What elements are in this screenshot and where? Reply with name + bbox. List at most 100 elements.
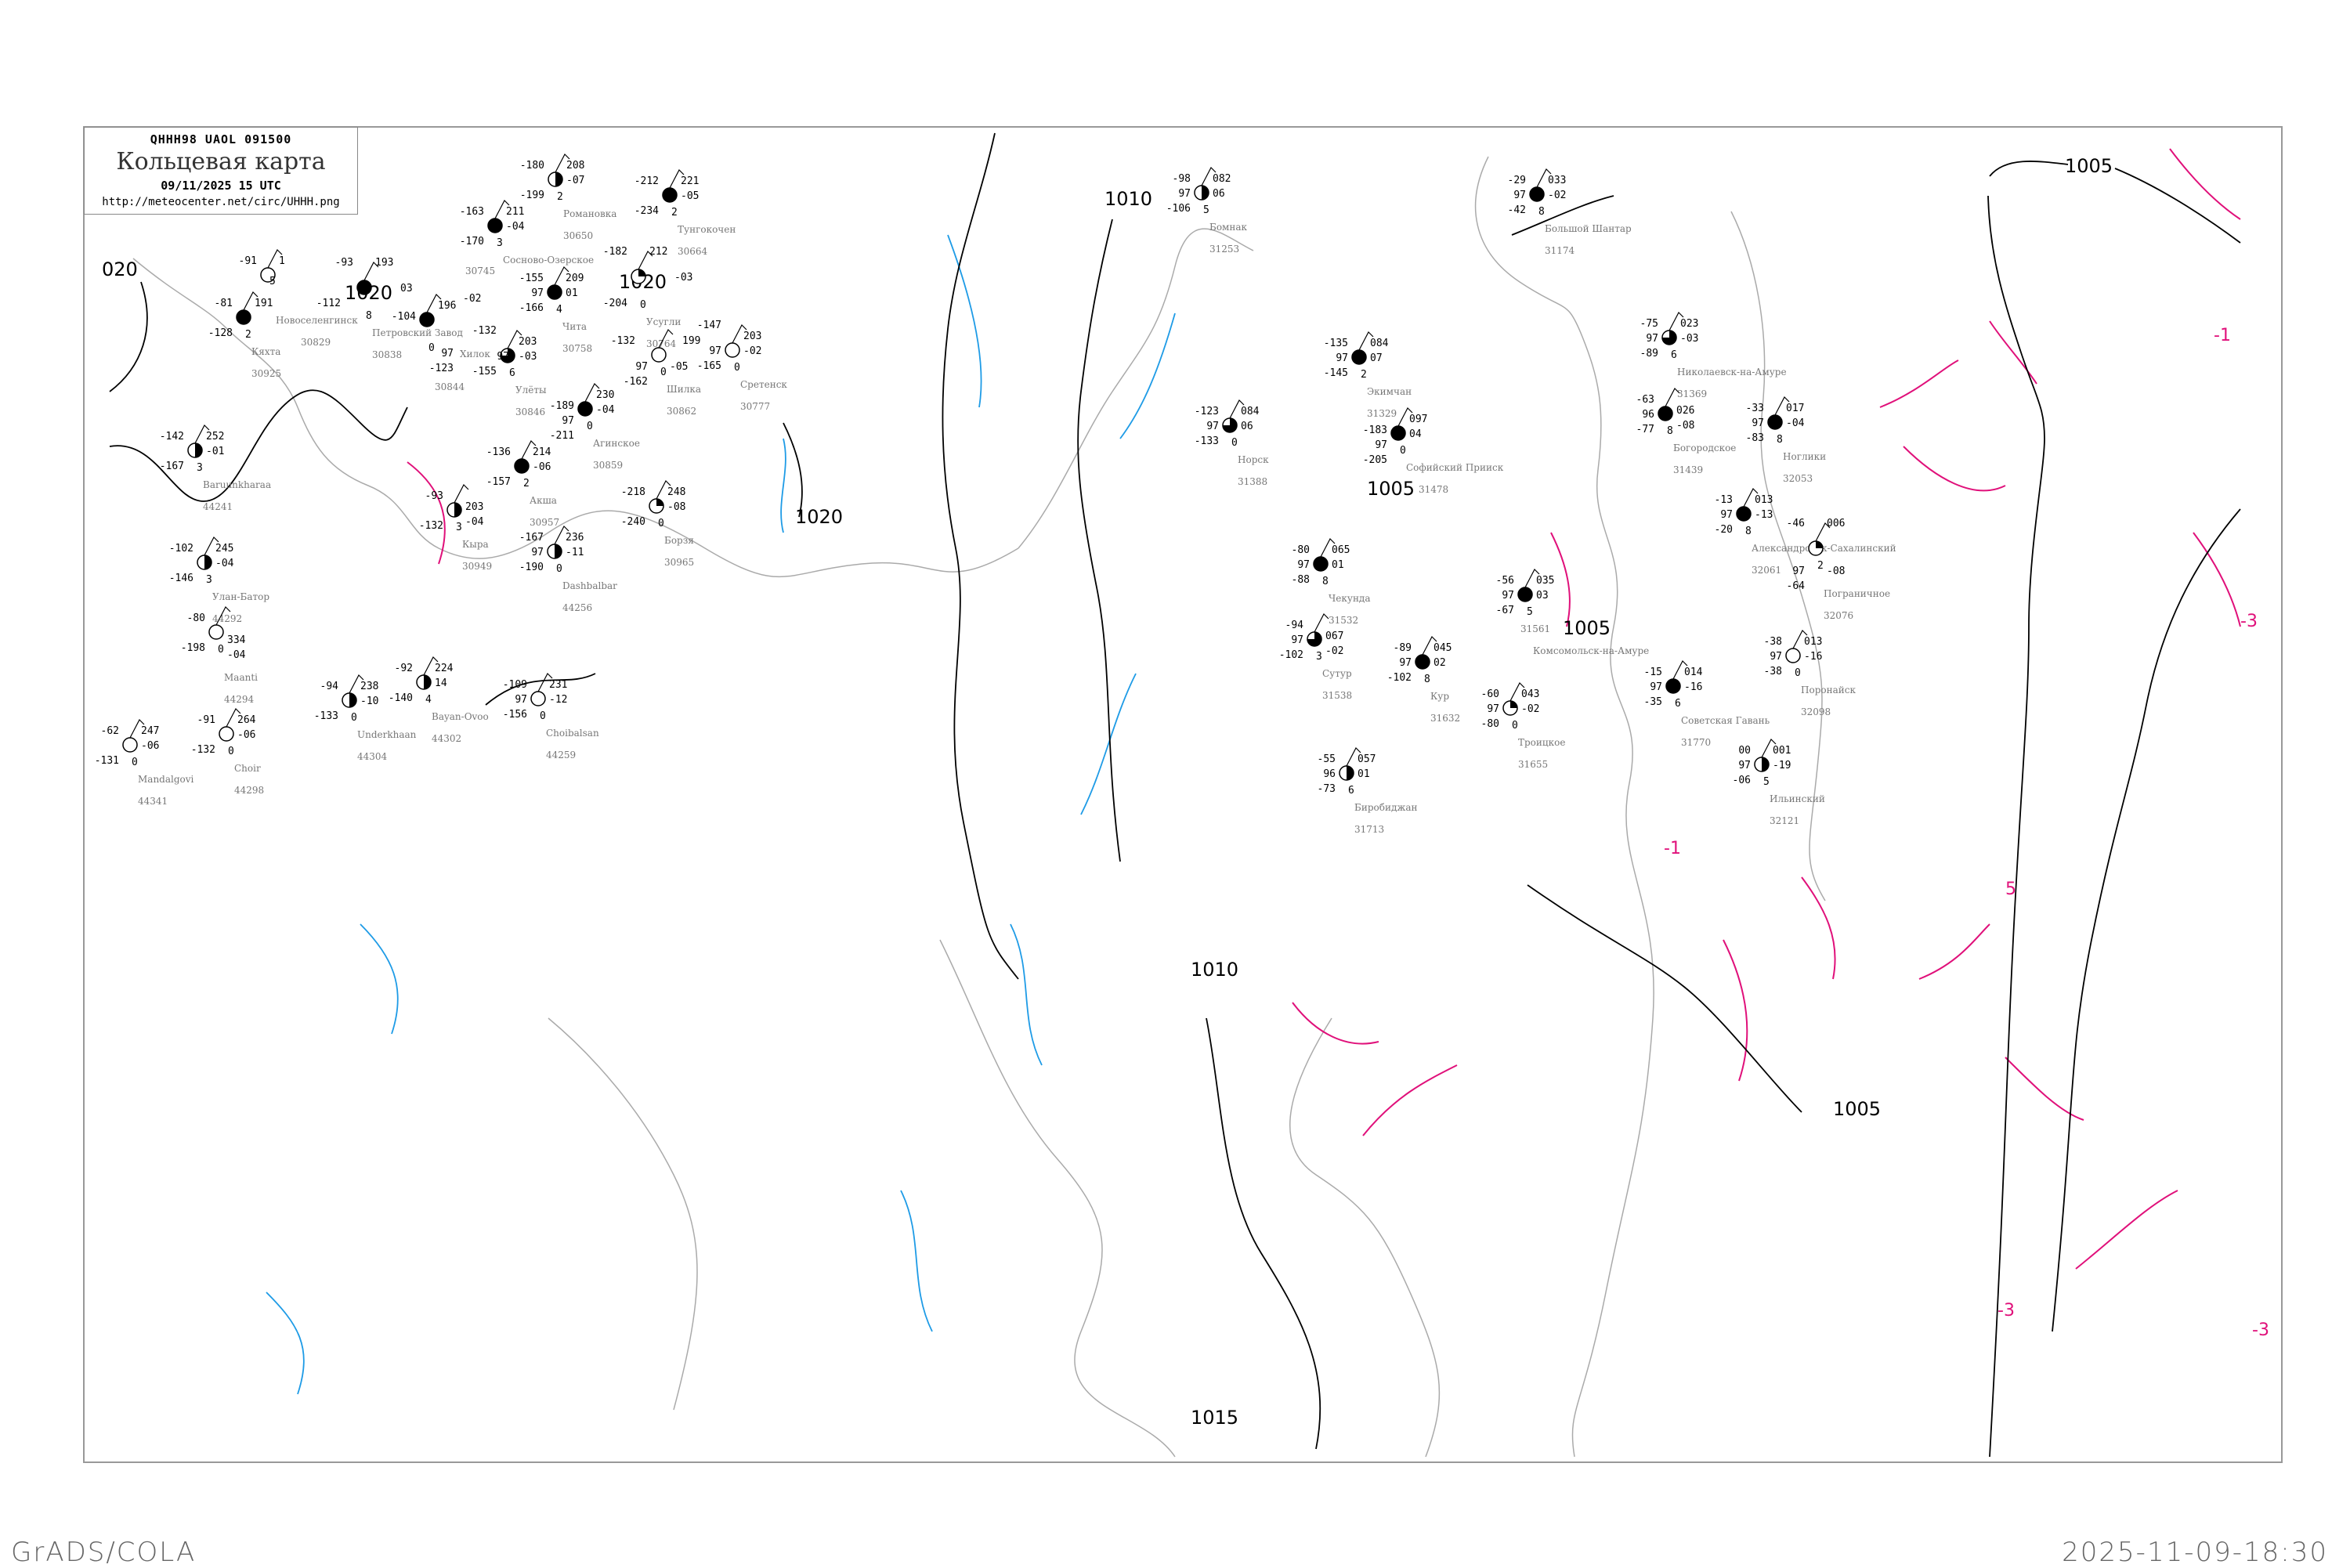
air-temperature: -92 [395,663,413,674]
station-id: 30862 [667,406,696,417]
station-name: Александровск-Сахалинский [1752,543,1896,554]
wind-barb-icon [215,605,231,626]
air-temperature: -212 [634,175,659,187]
isotherm-label: -1 [2214,326,2231,345]
wind-barb-icon [1314,612,1329,633]
pressure-tendency: 01 [566,287,578,299]
pressure: 208 [566,160,584,172]
station-id: 30957 [530,517,559,528]
low-cloud: 6 [509,367,515,379]
visibility: 97 [1375,439,1387,451]
station-id: 44302 [432,733,461,744]
visibility: 96 [1323,768,1336,780]
station-name: Baruunkharaa [203,479,271,490]
cloud-cover-icon [236,309,251,325]
wind-barb-icon [129,718,145,739]
pressure: 245 [215,543,233,555]
station-name: Кыра [462,539,489,550]
isotherms [407,148,2241,1270]
wind-barb-icon [349,674,364,694]
pressure: 334 [227,634,246,646]
wind-barb-icon [638,250,653,270]
pressure-tendency: -03 [519,351,537,363]
station-32076[interactable]: -46 006 97 -08 -64 2 Пограничное 32076 [1787,518,1891,621]
station-name: Тунгокочен [678,224,736,235]
low-cloud: 0 [351,712,357,724]
air-temperature: -55 [1318,753,1336,765]
station-id: 30650 [563,230,593,241]
low-cloud: 2 [1817,560,1824,572]
low-cloud: 3 [1316,651,1322,663]
dew-point: -88 [1292,574,1310,586]
dew-point: -166 [519,302,544,314]
dew-point: -167 [160,461,184,472]
low-cloud: 3 [497,237,503,249]
wind-barb-icon [1346,746,1361,767]
cloud-cover-three-quarter-icon [1223,418,1237,432]
low-cloud: 8 [1777,434,1783,446]
pressure-tendency: -06 [141,740,159,752]
station-30844[interactable]: -104 196 97 -02 -123 0 Хилок 30844 [392,293,491,392]
wind-barb-icon [363,261,379,281]
dew-point: -77 [1636,424,1654,435]
station-31561[interactable]: -56 035 97 03 -67 5 Комсомольск-на-Амуре 31561 [1496,568,1650,656]
low-cloud: 0 [734,362,740,374]
wind-barb-icon [204,536,219,556]
station-name: Пограничное [1824,588,1890,599]
wind-barb-icon [1672,659,1688,680]
cloud-cover-icon [122,737,138,753]
low-cloud: 8 [1538,206,1545,218]
pressure-tendency: 02 [1434,657,1446,669]
station-id: 44256 [562,602,592,613]
pressure-tendency: -19 [1773,760,1791,771]
station-id: 31439 [1673,464,1703,475]
dew-point: -156 [503,709,527,721]
station-44294[interactable]: -80 334 -04 -198 0 Maanti 44294 [181,605,258,705]
visibility: 97 [1502,590,1514,602]
dew-point: -165 [697,360,721,372]
pressure-tendency: 03 [1536,590,1549,602]
station-name: Ноглики [1783,451,1826,462]
source-url[interactable]: http://meteocenter.net/circ/UHHH.png [102,196,340,208]
station-32061[interactable]: -13 013 97 -13 -20 8Александровск-Сахалинский… [1715,487,1896,576]
low-cloud: 3 [197,462,203,474]
station-30829[interactable]: -91 15 Новоселенгинск 30829 [239,248,359,348]
